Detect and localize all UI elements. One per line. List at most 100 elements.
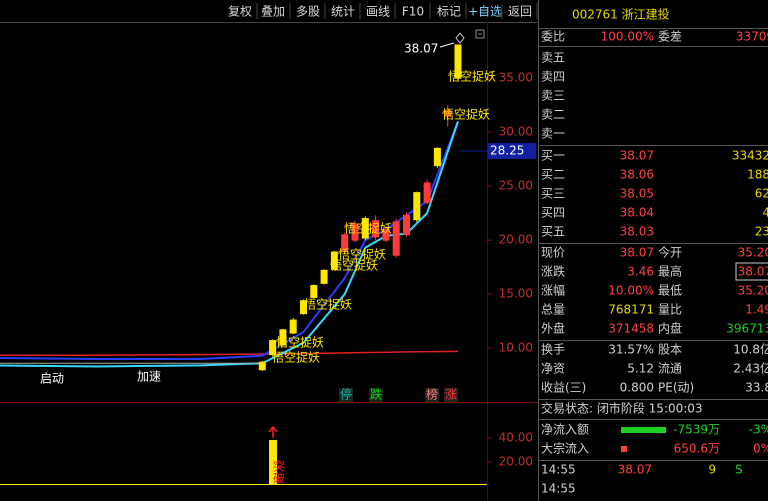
quote-value: 100.00% [601, 30, 654, 44]
buy-volume: 23 [755, 225, 768, 239]
chart-annotation: 悟空捉妖 [344, 221, 392, 236]
flow-pct: 0% [753, 442, 768, 456]
stat-value: 38.07 [620, 246, 654, 260]
toolbar-bg [0, 0, 538, 22]
buy-label: 买五 [541, 225, 565, 239]
toolbar-button[interactable]: 标记 [437, 5, 461, 19]
candle-body [444, 110, 452, 117]
trade-volume: 9 [708, 463, 716, 477]
fin-label: PE(动) [658, 381, 694, 395]
toolbar-button[interactable]: 叠加 [261, 5, 285, 19]
high-box [735, 262, 768, 281]
toolbar-button[interactable]: 复权 [228, 5, 252, 19]
flow-value: 650.6万 [674, 442, 720, 456]
stat-label: 今开 [658, 245, 682, 260]
quote-label: 委差 [658, 30, 682, 44]
chart-annotation: 悟空捉妖 [272, 350, 320, 365]
candle-body [423, 182, 431, 203]
chart-annotation: 加速 [137, 370, 161, 384]
toolbar-button[interactable]: 多股 [296, 5, 320, 19]
y-tick-label: 35.00 [499, 71, 533, 85]
flow-pct: -3% [749, 423, 768, 437]
tag-box [425, 388, 439, 402]
stat-value: 3.46 [627, 265, 654, 279]
y-tick-label: 25.00 [499, 179, 533, 193]
buy-price: 38.05 [620, 187, 654, 201]
stock-title: 002761 浙江建投 [572, 7, 670, 22]
buy-price: 38.04 [620, 206, 654, 220]
chart-tag: 涨 [445, 387, 457, 402]
buy-volume: 188 [747, 168, 768, 182]
stat-value: 35.20 [738, 284, 768, 298]
candle-body [258, 361, 266, 371]
stat-label: 涨跌 [541, 264, 565, 279]
toolbar-button[interactable]: 统计 [331, 5, 355, 19]
stat-label: 涨幅 [541, 283, 565, 298]
candle-body [351, 223, 359, 241]
sell-label: 卖二 [541, 108, 565, 122]
flow-bar [621, 446, 627, 452]
sell-label: 卖一 [541, 127, 565, 141]
chart-annotation: 38.07 [404, 42, 438, 56]
buy-volume: 4 [762, 206, 768, 220]
buy-label: 买四 [541, 206, 565, 220]
y-tick-label: 30.00 [499, 125, 533, 139]
candle-body [433, 147, 441, 167]
stat-label: 外盘 [541, 321, 565, 336]
sell-label: 卖四 [541, 70, 565, 84]
stat-value: 35.20 [738, 246, 768, 260]
toolbar-button[interactable]: F10 [402, 5, 424, 19]
candle-body [454, 44, 462, 79]
candle-body [382, 228, 390, 241]
ma-line [0, 121, 459, 368]
flow-label: 大宗流入 [541, 441, 589, 456]
buy-price: 38.03 [620, 225, 654, 239]
panel-icon [475, 29, 485, 39]
diamond-icon [455, 32, 465, 44]
sell-label: 卖五 [541, 51, 565, 65]
last-price-label: 28.25 [490, 144, 524, 158]
y-tick-label: 10.00 [499, 341, 533, 355]
fin-value: 10.8亿 [733, 342, 768, 357]
chart-annotation: 悟空捉妖 [304, 297, 352, 312]
toolbar-button[interactable]: 画线 [366, 5, 390, 19]
chart-annotation: 悟空捉妖 [442, 107, 490, 122]
trade-status: 交易状态: 闭市阶段 15:00:03 [541, 401, 703, 416]
candle-body [310, 285, 318, 298]
y-tick-label: 15.00 [499, 287, 533, 301]
buy-price: 38.07 [620, 149, 654, 163]
candle-body [289, 319, 297, 334]
chart-annotation: 悟空捉妖 [276, 335, 324, 350]
buy-label: 买三 [541, 187, 565, 201]
candle-body [269, 340, 277, 356]
chart-tag: 停 [340, 387, 352, 402]
trade-side: S [735, 463, 743, 477]
chart-annotation: 启动 [40, 372, 64, 386]
lower-y-tick-label: 20.00 [499, 455, 533, 469]
candle-body [330, 251, 338, 270]
candle-body [413, 192, 421, 221]
flow-bar [621, 427, 666, 433]
stat-label: 量比 [658, 303, 682, 317]
stat-label: 最低 [658, 284, 682, 298]
fin-label: 换手 [541, 343, 565, 357]
candle-body [341, 234, 349, 252]
candle-body [320, 269, 328, 284]
toolbar-button[interactable]: +自选 [468, 5, 502, 19]
stat-label: 最高 [658, 264, 682, 279]
candle-body [279, 329, 287, 346]
flow-value: -7539万 [673, 423, 720, 437]
candle-body [403, 214, 410, 236]
stat-value: 1.49 [745, 303, 768, 317]
annotation-arrow [439, 42, 455, 48]
toolbar-button[interactable]: 返回 [508, 5, 532, 19]
sell-label: 卖三 [541, 89, 565, 103]
signal-bar [269, 440, 277, 484]
fin-value: 2.43亿 [733, 361, 768, 376]
signal-arrow [268, 425, 278, 438]
tag-box [339, 388, 353, 402]
candle-body [372, 220, 380, 238]
stat-label: 现价 [541, 246, 565, 260]
y-tick-label: 20.00 [499, 233, 533, 247]
fin-label: 股本 [658, 343, 682, 357]
